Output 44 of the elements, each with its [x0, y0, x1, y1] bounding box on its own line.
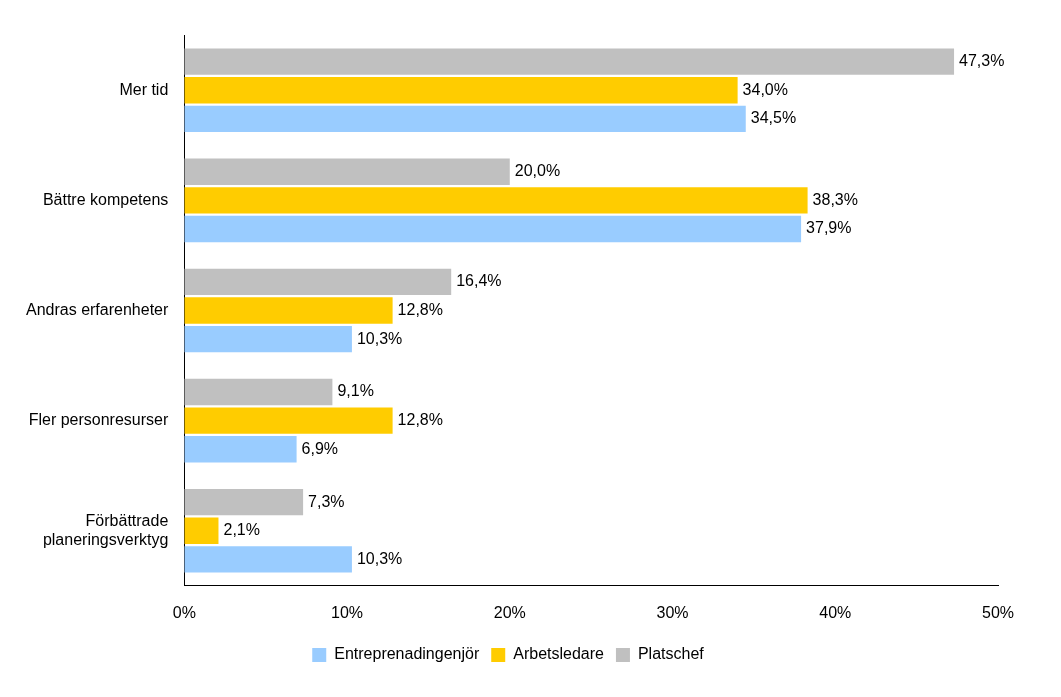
bar [184, 105, 746, 133]
legend-label: Platschef [637, 645, 705, 663]
data-label: 47,3% [959, 52, 1005, 70]
x-tick-label: 0% [172, 603, 196, 621]
data-label: 38,3% [812, 190, 858, 208]
data-label: 10,3% [356, 549, 403, 567]
data-label: 37,9% [806, 219, 852, 237]
bar [184, 297, 393, 324]
legend-label: Entreprenadingenjör [334, 645, 480, 663]
data-label: 16,4% [456, 272, 502, 290]
data-label: 34,5% [750, 109, 797, 127]
y-tick-label: Fler personresurser [28, 411, 169, 429]
bar [184, 517, 219, 544]
data-label: 12,8% [397, 300, 443, 318]
bar [184, 48, 955, 75]
data-label: 2,1% [223, 521, 260, 539]
bar [184, 158, 510, 185]
y-tick-label: Mer tid [119, 80, 169, 98]
bar [184, 215, 802, 243]
x-tick-label: 40% [819, 603, 852, 621]
bar [184, 77, 738, 104]
data-label: 12,8% [397, 411, 443, 429]
y-tick-label: Andras erfarenheter [25, 300, 169, 318]
data-label: 6,9% [301, 439, 339, 457]
x-tick-label: 50% [981, 603, 1015, 621]
bar [184, 436, 297, 463]
bar [184, 546, 352, 573]
bar [184, 488, 304, 516]
bar [184, 268, 452, 296]
data-label: 34,0% [742, 80, 788, 98]
x-tick-label: 10% [331, 603, 364, 621]
y-tick-label: Förbättrade planeringsverktyg [42, 511, 169, 548]
data-label: 7,3% [308, 492, 345, 510]
data-label: 20,0% [514, 162, 561, 180]
x-tick-label: 30% [656, 603, 689, 621]
legend-label: Arbetsledare [513, 645, 605, 663]
data-label: 9,1% [337, 382, 374, 400]
bar [184, 187, 808, 214]
bar [184, 325, 352, 353]
x-tick-label: 20% [493, 603, 526, 621]
bar [184, 407, 393, 434]
bar [184, 378, 333, 406]
y-tick-label: Bättre kompetens [42, 190, 169, 208]
data-label: 10,3% [356, 329, 403, 347]
